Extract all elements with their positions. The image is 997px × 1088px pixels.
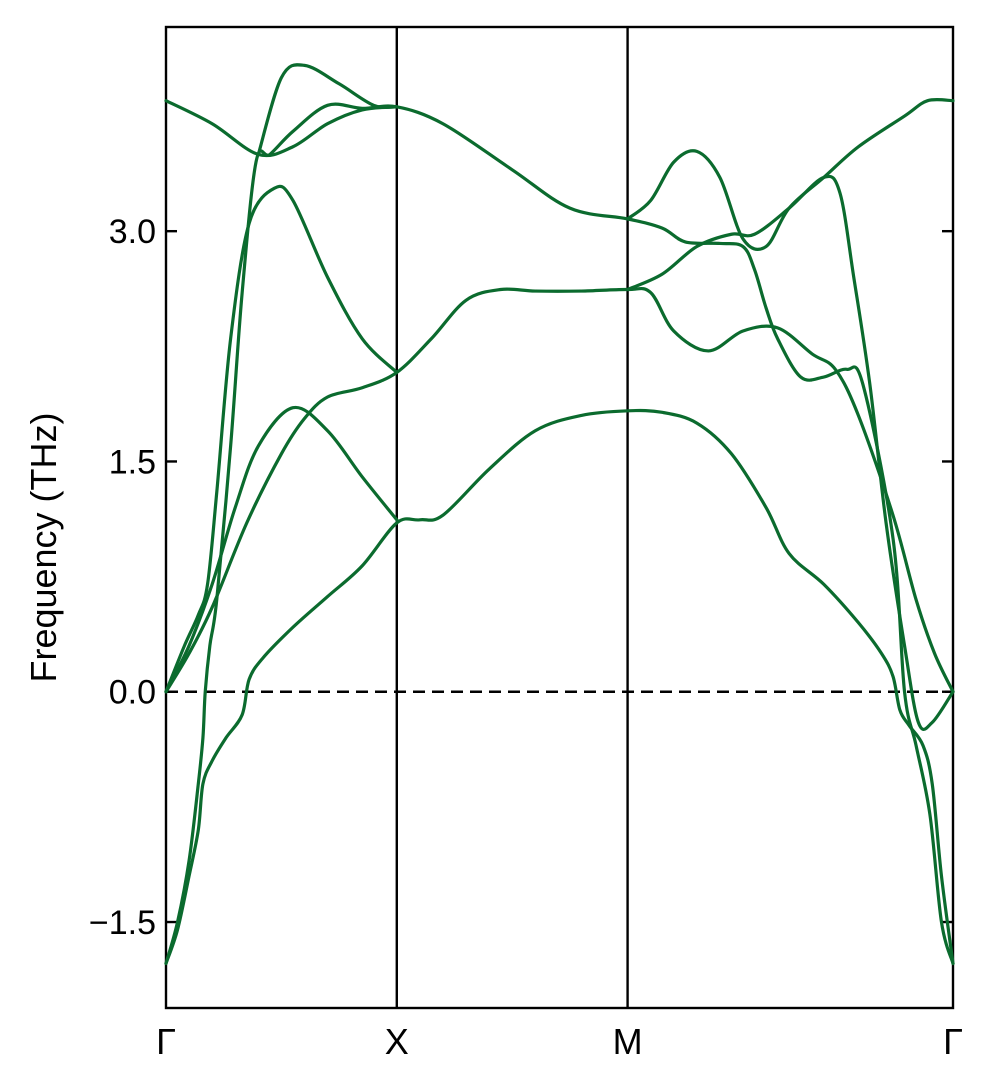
y-tick-label: 0.0 — [109, 674, 156, 712]
band-line-8 — [625, 97, 955, 251]
band-line-2 — [164, 102, 955, 966]
high-symmetry-lines — [395, 27, 629, 1008]
bands — [164, 63, 955, 966]
plot-area — [164, 25, 955, 1010]
band-line-6 — [164, 99, 399, 158]
x-tick-label: Γ — [156, 1021, 176, 1062]
x-tick-label: X — [385, 1021, 409, 1062]
band-line-9 — [625, 174, 955, 732]
x-tick-label: Γ — [943, 1021, 963, 1062]
y-tick-label: 3.0 — [109, 213, 156, 251]
x-tick-label: M — [613, 1021, 643, 1062]
y-tick-labels: −1.5 0.0 1.5 3.0 — [89, 213, 156, 942]
y-tick-label: 1.5 — [109, 443, 156, 481]
y-axis-title: Frequency (THz) — [23, 412, 64, 682]
band-line-5 — [164, 184, 399, 694]
band-line-1 — [164, 408, 955, 966]
y-tick-label: −1.5 — [89, 904, 156, 942]
axis-ticks — [166, 229, 953, 924]
band-line-7 — [256, 63, 399, 157]
plot-frame — [164, 25, 955, 1010]
band-line-4 — [164, 286, 955, 694]
band-line-3 — [164, 405, 399, 694]
